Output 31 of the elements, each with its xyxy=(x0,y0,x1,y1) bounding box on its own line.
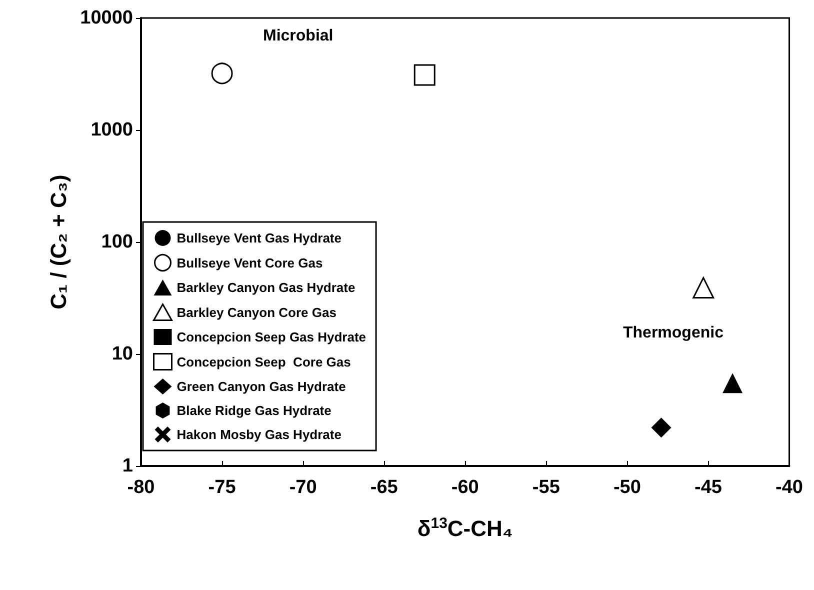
y-tick-label: 100 xyxy=(101,232,133,252)
legend-label: Concepcion Seep Gas Hydrate xyxy=(176,330,366,344)
y-tick-label: 10000 xyxy=(80,8,133,28)
legend-label: Bullseye Vent Core Gas xyxy=(176,255,323,270)
y-axis-title: C₁ / (C₂ + C₃) xyxy=(46,174,71,310)
x-tick-label: -80 xyxy=(127,477,155,498)
x-tick-label: -40 xyxy=(776,477,804,498)
y-tick-label: 1000 xyxy=(90,120,133,140)
x-tick-label: -55 xyxy=(532,477,560,498)
x-tick-label: -60 xyxy=(451,477,479,498)
legend-label: Barkley Canyon Gas Hydrate xyxy=(176,280,356,295)
x-tick-label: -75 xyxy=(208,477,236,498)
legend-label: Barkley Canyon Core Gas xyxy=(176,304,336,320)
x-tick-label: -70 xyxy=(289,477,317,498)
y-tick-label: 10 xyxy=(112,344,133,364)
legend-label: Green Canyon Gas Hydrate xyxy=(176,379,346,394)
point xyxy=(722,373,743,394)
legend-label: Bullseye Vent Gas Hydrate xyxy=(176,230,342,246)
annotation: Thermogenic xyxy=(623,324,724,342)
legend-label: Blake Ridge Gas Hydrate xyxy=(176,403,332,418)
x-tick-label: -50 xyxy=(613,477,641,498)
point xyxy=(211,62,233,84)
legend-label: Hakon Mosby Gas Hydrate xyxy=(176,427,342,442)
y-tick-label: 1 xyxy=(122,456,134,476)
point xyxy=(414,64,436,86)
legend-label: Concepcion Seep Core Gas xyxy=(176,354,351,370)
x-tick-label: -65 xyxy=(370,477,398,498)
annotation: Microbial xyxy=(263,28,334,44)
point xyxy=(651,418,672,438)
point xyxy=(692,277,714,299)
x-tick-label: -45 xyxy=(694,477,722,498)
